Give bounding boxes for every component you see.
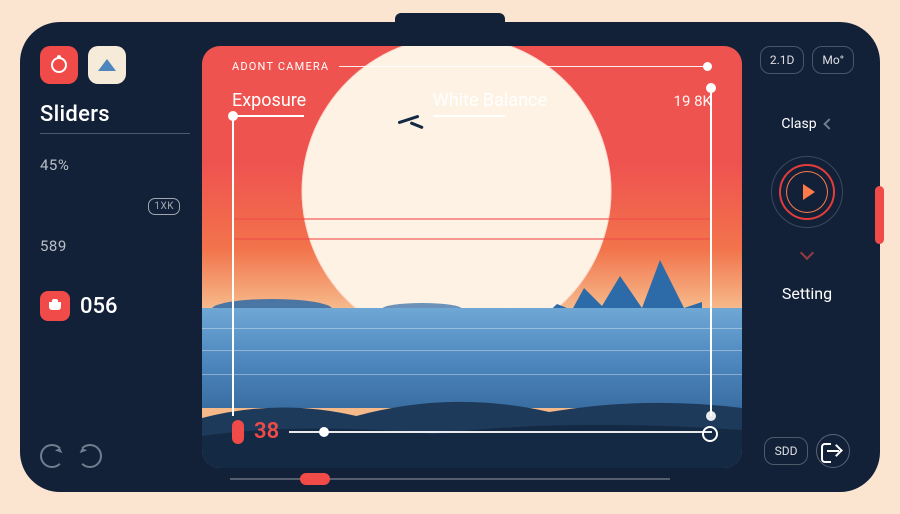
timeline-value: 38 [254,419,279,444]
badge-value: 056 [80,294,118,319]
rotate-row [40,444,190,468]
sliders-title: Sliders [40,102,190,127]
horizon-guide [232,238,712,240]
clasp-row[interactable]: Clasp [754,116,860,132]
overlay-labels: Exposure White Balance 19 8K [232,90,712,117]
ring-icon [51,57,67,73]
chip-row: 2.1D Mo° [760,46,854,74]
rotate-ccw-icon[interactable] [40,444,64,468]
timer-button[interactable] [40,46,78,84]
red-badge[interactable] [40,291,70,321]
camera-mode-label: ADONT CAMERA [232,60,329,73]
chip-mode[interactable]: Mo° [812,46,854,74]
rotate-cw-icon[interactable] [78,444,102,468]
exit-icon [827,450,839,452]
triangle-up-icon [98,59,116,71]
clasp-label: Clasp [781,116,816,132]
kk-badge: 1XK [148,198,180,215]
card-icon [49,302,61,310]
timeline-marker [319,427,329,437]
horizon-guide [232,218,712,220]
stat-percent: 45% [40,156,190,174]
divider [40,133,190,134]
sdd-row: SDD [764,434,851,468]
frame-guide-left[interactable] [232,116,234,416]
play-inner-ring [779,164,835,220]
stat-number: 589 [40,237,190,255]
viewfinder: ADONT CAMERA Exposure White Balance 19 8… [202,46,742,468]
top-icon-row [40,46,190,84]
bottom-slider-knob[interactable] [300,473,330,485]
right-sidebar: 2.1D Mo° Clasp Setting SDD [754,46,860,468]
chip-aperture[interactable]: 2.1D [760,46,805,74]
badge-row: 056 [40,291,190,321]
up-button[interactable] [88,46,126,84]
side-accent-bar[interactable] [875,186,884,244]
timeline-track[interactable] [289,431,712,433]
frame-guide-right[interactable] [710,88,712,416]
chevron-left-icon [823,118,834,129]
camera-device-frame: Sliders 45% 1XK 589 056 [20,22,880,492]
header-slider-track[interactable] [339,66,712,67]
play-control [771,156,843,228]
chevron-down-icon[interactable] [800,246,814,260]
left-sidebar: Sliders 45% 1XK 589 056 [40,46,190,468]
overlay-header: ADONT CAMERA [232,60,712,73]
wb-value: 19 8K [674,92,712,110]
bottom-slider-track[interactable] [230,478,670,480]
exposure-label[interactable]: Exposure [232,90,306,117]
sdd-chip[interactable]: SDD [764,437,809,465]
white-balance-label[interactable]: White Balance [433,90,547,117]
setting-label[interactable]: Setting [782,284,832,303]
timeline-handle-icon [232,420,244,444]
timeline-slider[interactable]: 38 [232,419,712,444]
exit-button[interactable] [816,434,850,468]
